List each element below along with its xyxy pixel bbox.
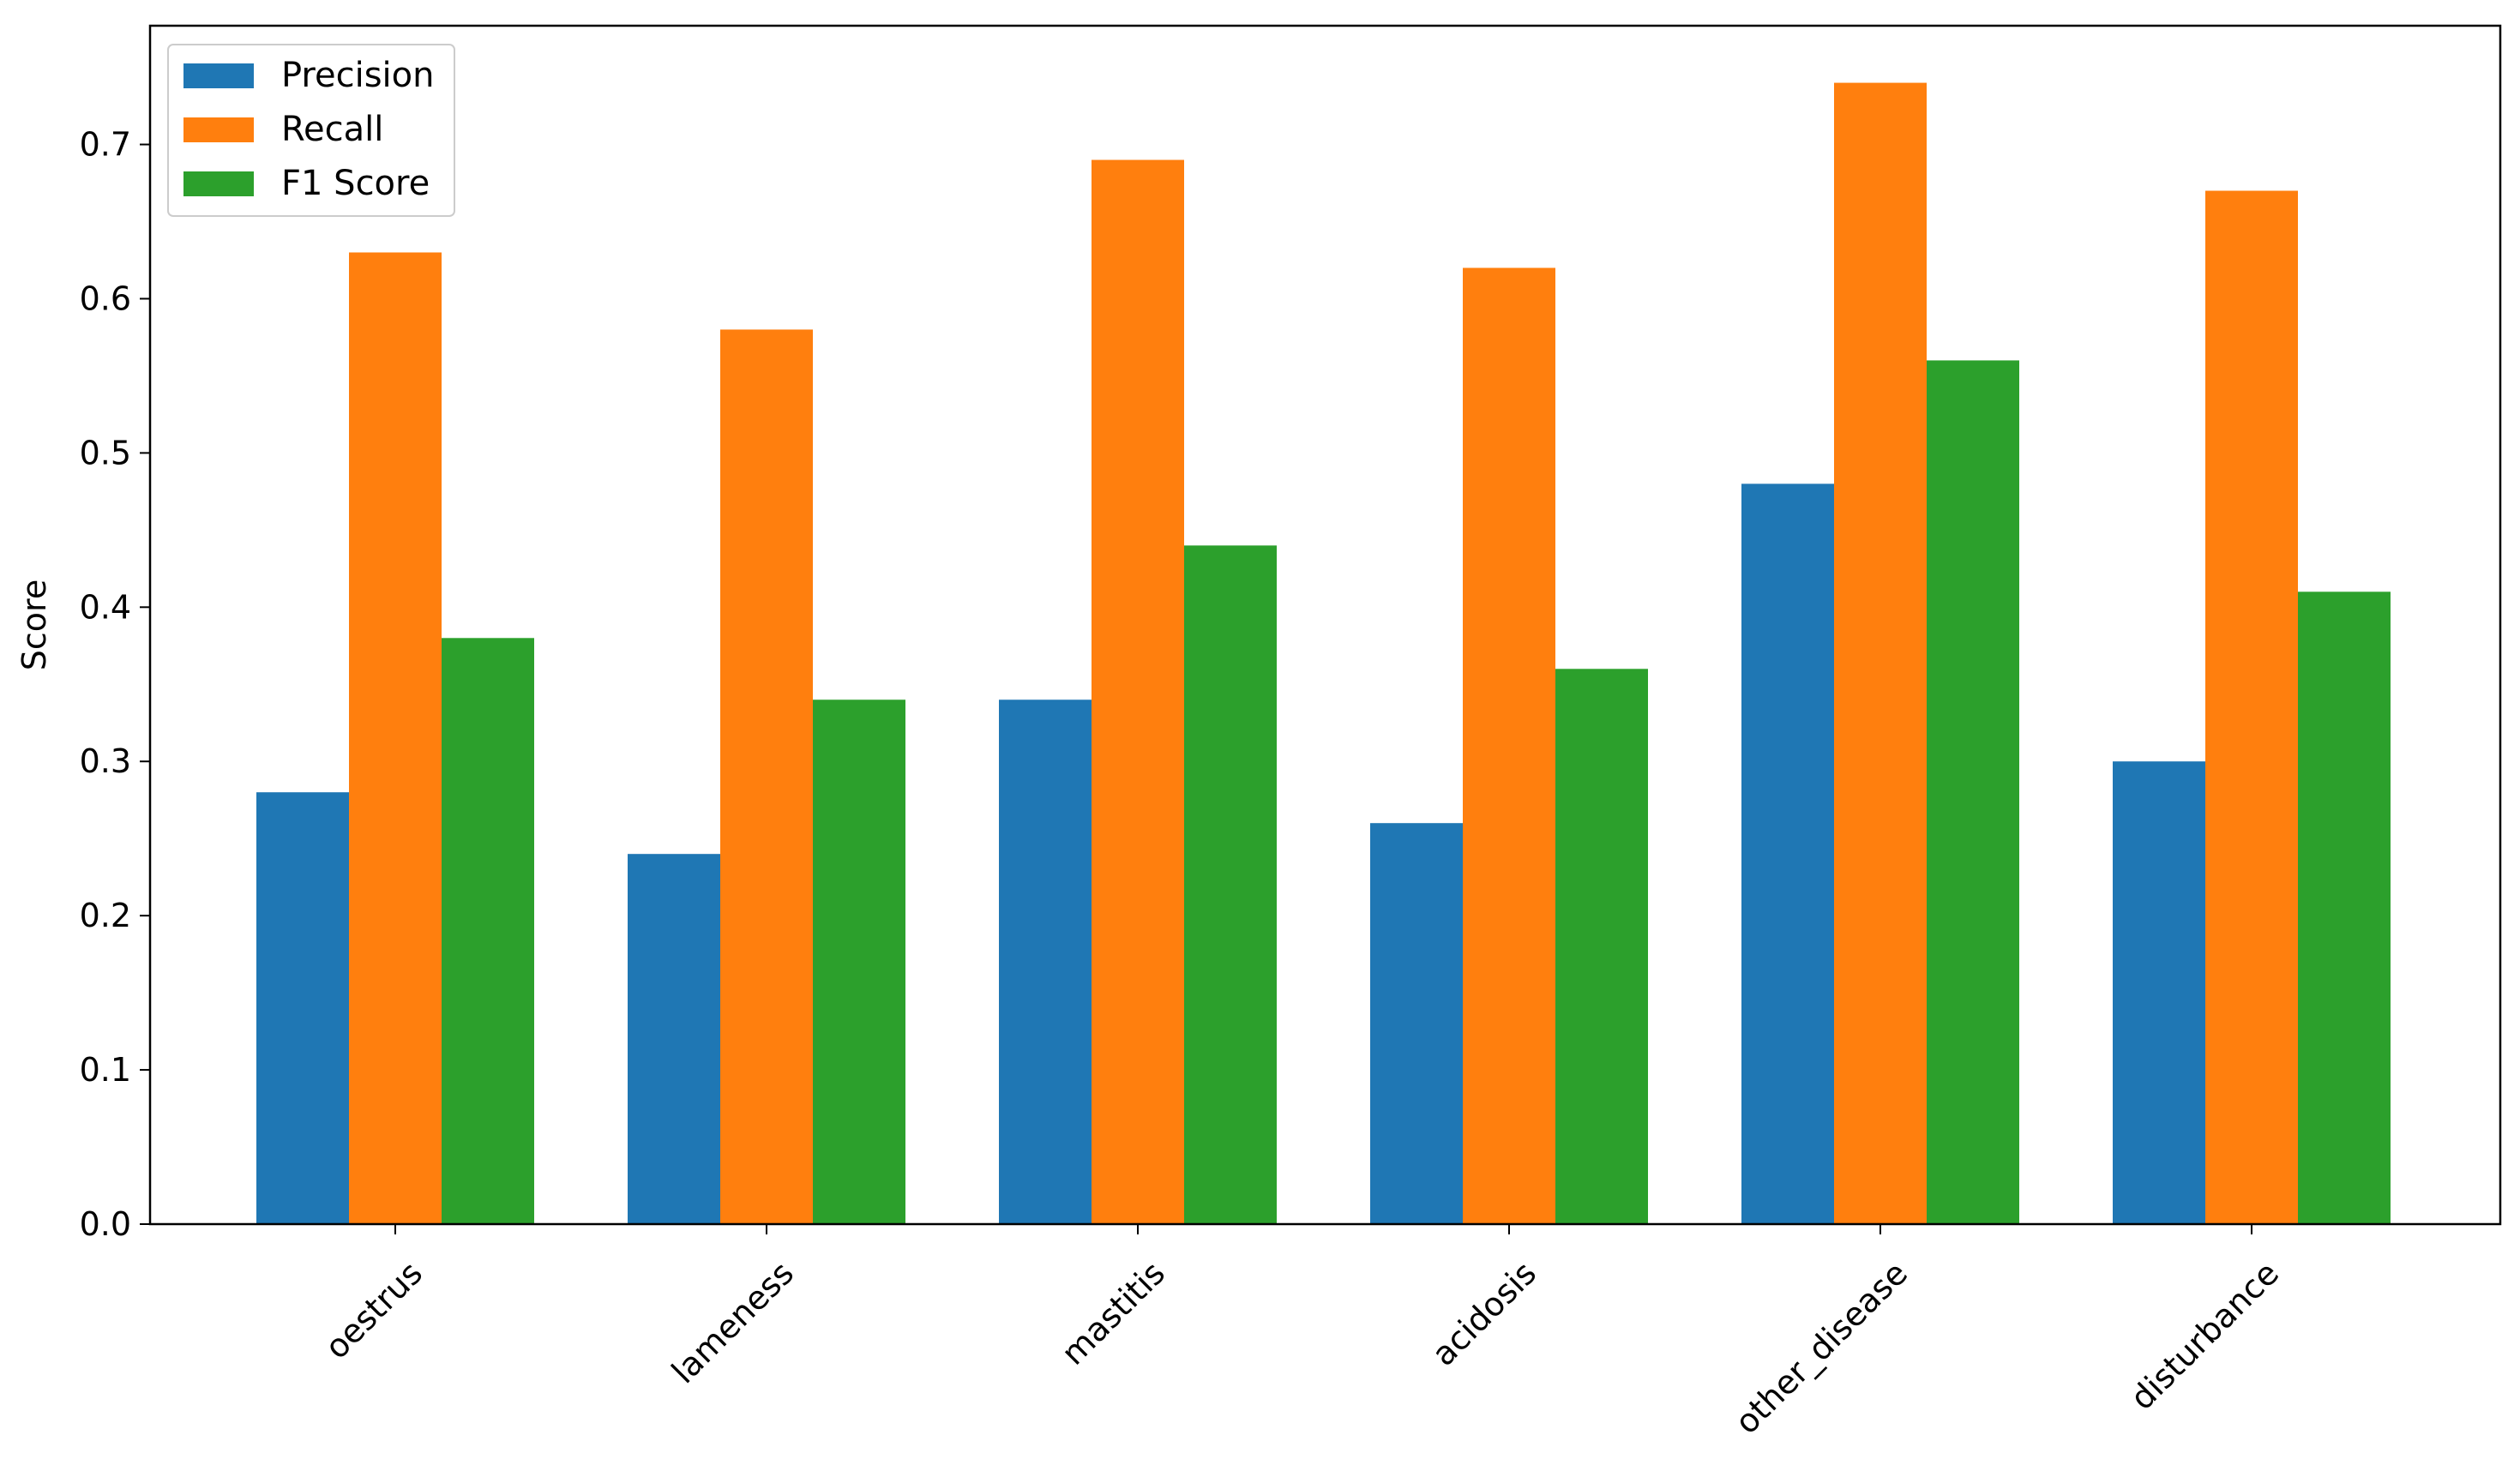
bar-recall-lameness [720, 329, 813, 1225]
y-axis-title: Score [15, 579, 53, 670]
legend-swatch-f1-score [183, 171, 254, 196]
bar-recall-disturbance [2205, 190, 2298, 1224]
bar-f1-score-oestrus [442, 638, 534, 1224]
bar-precision-other-disease [1741, 483, 1834, 1224]
bar-precision-oestrus [256, 792, 349, 1224]
bar-precision-disturbance [2113, 761, 2205, 1224]
bar-f1-score-lameness [813, 699, 905, 1224]
bar-f1-score-other-disease [1927, 360, 2019, 1224]
y-tick-label: 0.7 [80, 126, 131, 164]
bar-f1-score-acidosis [1555, 669, 1648, 1224]
y-tick-label: 0.6 [80, 279, 131, 317]
bar-precision-lameness [628, 854, 720, 1224]
bar-recall-mastitis [1092, 159, 1184, 1224]
legend-label-precision: Precision [281, 56, 434, 95]
legend-swatch-precision [183, 63, 254, 88]
legend-label-f1-score: F1 Score [281, 164, 430, 203]
bar-f1-score-disturbance [2298, 591, 2391, 1224]
plot-frame [148, 24, 2502, 1226]
bar-precision-acidosis [1370, 823, 1463, 1224]
bars-layer [256, 82, 2391, 1225]
y-tick-label: 0.1 [80, 1051, 131, 1089]
y-tick-label: 0.2 [80, 897, 131, 934]
bar-precision-mastitis [999, 699, 1092, 1224]
bar-recall-oestrus [349, 252, 442, 1224]
legend: Precision Recall F1 Score [167, 44, 455, 217]
bar-recall-acidosis [1463, 267, 1555, 1225]
legend-swatch-recall [183, 117, 254, 142]
bar-recall-other-disease [1834, 82, 1927, 1225]
legend-label-recall: Recall [281, 110, 383, 149]
y-tick-label: 0.5 [80, 434, 131, 471]
y-tick-label: 0.4 [80, 588, 131, 626]
bar-f1-score-mastitis [1184, 545, 1277, 1224]
y-tick-label: 0.3 [80, 742, 131, 780]
y-tick-label: 0.0 [80, 1205, 131, 1243]
